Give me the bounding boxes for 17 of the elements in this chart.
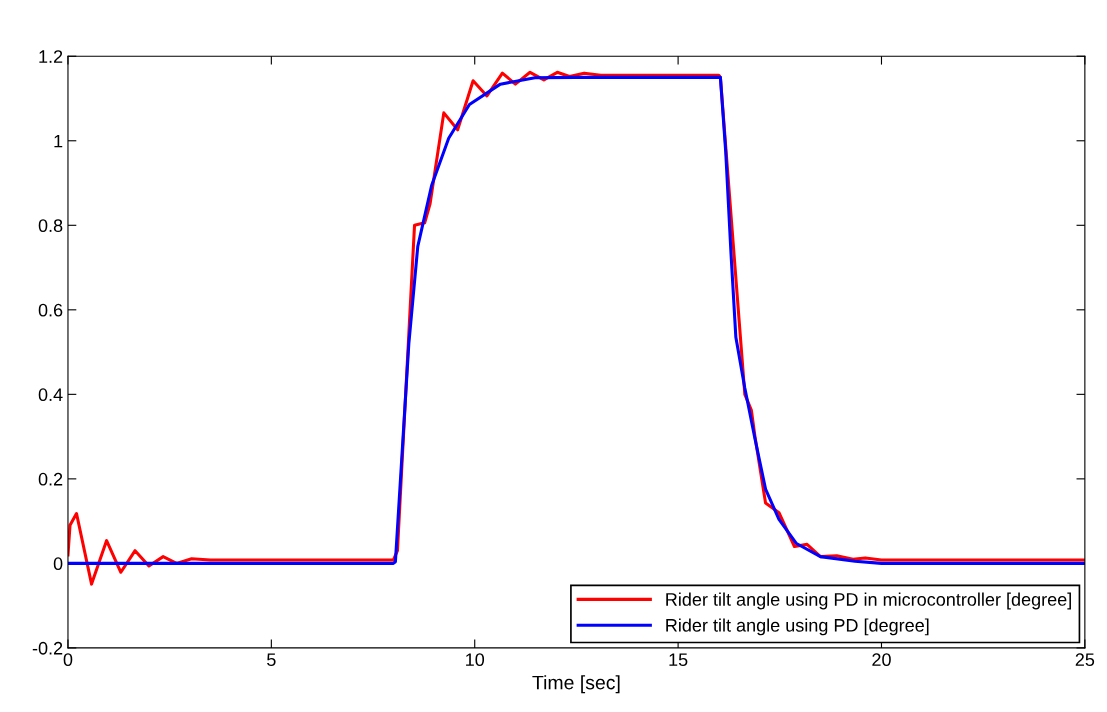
x-tick-label: 15 [669,653,688,667]
x-tick-label: 0 [63,653,73,667]
legend-label: Rider tilt angle using PD in microcontroller [degree] [666,592,1071,610]
x-tick-label: 20 [872,653,891,667]
y-tick-label: 1.2 [39,50,63,63]
x-axis-title: Time [sec] [532,675,620,694]
y-tick-label: 0.8 [38,219,63,233]
y-tick-label: 0.4 [38,388,63,402]
x-tick-label: 5 [267,653,276,667]
y-tick-label: 1 [54,134,63,148]
x-tick-label: 25 [1075,653,1095,667]
x-tick-label: 10 [466,653,485,667]
y-tick-label: 0.6 [38,303,63,317]
y-tick-label: 0.2 [38,472,63,486]
y-tick-label: 0 [53,557,63,571]
y-tick-label: -0.2 [32,641,63,655]
legend-label: Rider tilt angle using PD [degree] [666,618,929,636]
